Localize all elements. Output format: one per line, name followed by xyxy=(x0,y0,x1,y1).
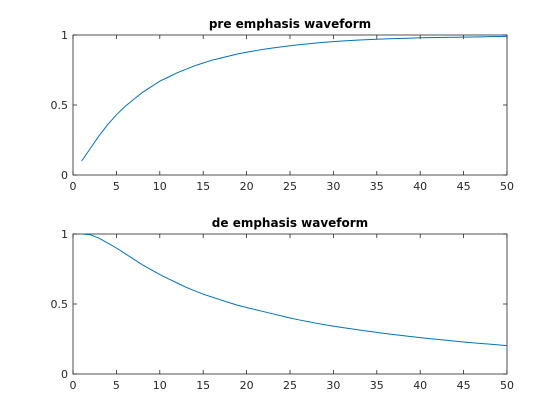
chart-title: pre emphasis waveform xyxy=(209,17,371,31)
x-tick-label: 20 xyxy=(240,379,254,392)
x-tick-label: 35 xyxy=(370,379,384,392)
x-tick-label: 30 xyxy=(326,180,340,193)
y-tick-label: 0 xyxy=(61,169,68,182)
x-tick-label: 30 xyxy=(326,379,340,392)
chart-title: de emphasis waveform xyxy=(212,216,368,230)
x-tick-label: 15 xyxy=(196,379,210,392)
x-tick-label: 40 xyxy=(413,379,427,392)
x-tick-label: 35 xyxy=(370,180,384,193)
x-tick-label: 5 xyxy=(113,180,120,193)
x-tick-label: 20 xyxy=(240,180,254,193)
x-tick-label: 50 xyxy=(500,180,514,193)
tick-group: 0 5 10 15 20 25 30 35 40 45 50 0 0.5 1 xyxy=(51,29,515,193)
x-tick-label: 40 xyxy=(413,180,427,193)
y-tick-label: 0.5 xyxy=(51,99,69,112)
x-tick-label: 0 xyxy=(70,379,77,392)
axes-box xyxy=(72,233,508,375)
x-tick-label: 45 xyxy=(457,180,471,193)
y-tick-label: 0.5 xyxy=(51,298,69,311)
series-line xyxy=(81,35,508,162)
x-tick-label: 0 xyxy=(70,180,77,193)
y-tick-label: 1 xyxy=(61,228,68,241)
x-tick-label: 25 xyxy=(283,180,297,193)
tick-group: 0 5 10 15 20 25 30 35 40 45 50 0 0.5 1 xyxy=(51,228,515,392)
y-tick-label: 1 xyxy=(61,29,68,42)
x-tick-label: 50 xyxy=(500,379,514,392)
plot-de-emphasis: de emphasis waveform 0 5 10 15 20 25 30 35 40 45 5… xyxy=(51,216,515,392)
series-line xyxy=(81,233,508,347)
axes-box xyxy=(72,34,508,176)
x-tick-label: 15 xyxy=(196,180,210,193)
plot-pre-emphasis: pre emphasis waveform 0 5 10 15 20 25 30 35 40 45… xyxy=(51,17,515,193)
x-tick-label: 45 xyxy=(457,379,471,392)
y-tick-label: 0 xyxy=(61,368,68,381)
x-tick-label: 25 xyxy=(283,379,297,392)
x-tick-label: 10 xyxy=(153,180,167,193)
x-tick-label: 10 xyxy=(153,379,167,392)
x-tick-label: 5 xyxy=(113,379,120,392)
